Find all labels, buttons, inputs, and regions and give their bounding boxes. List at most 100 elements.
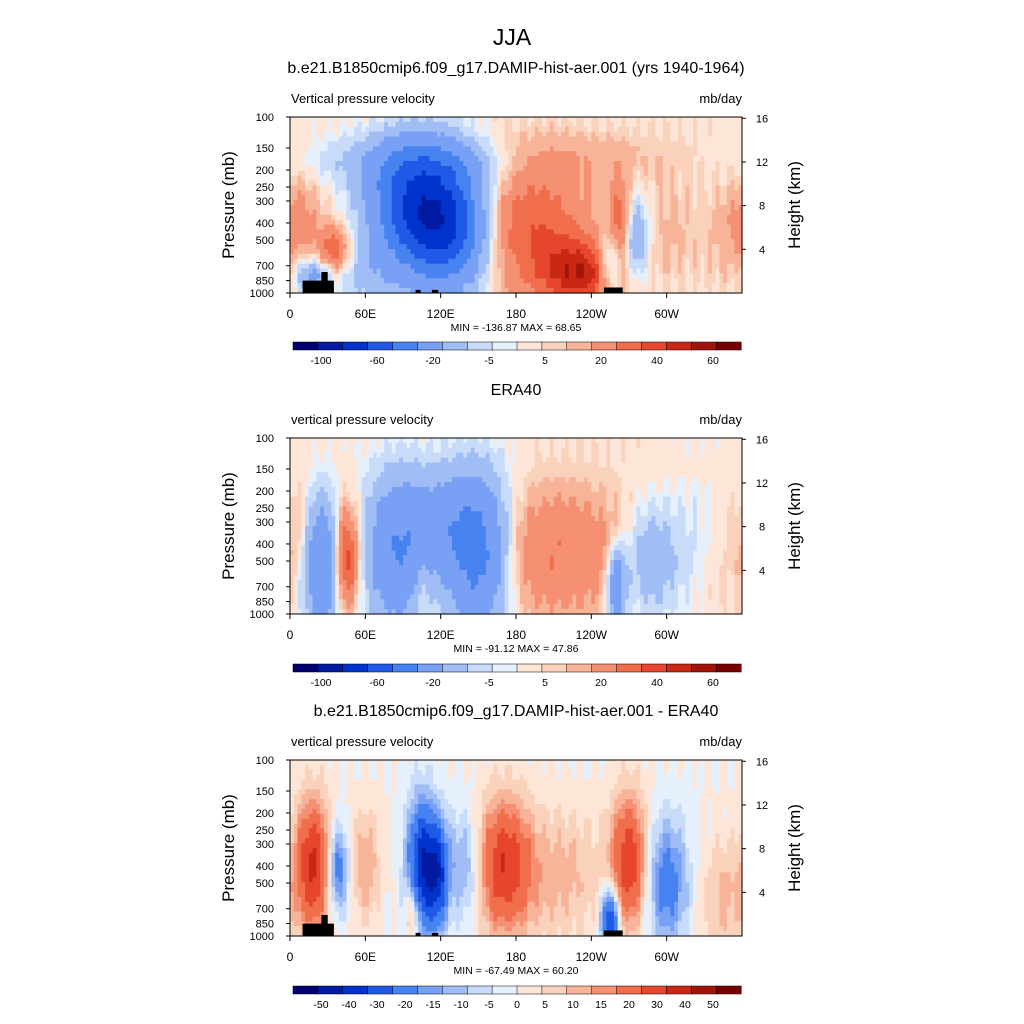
field-cell [606,219,611,226]
field-cell [674,258,679,265]
field-cell [719,146,724,152]
field-cell [700,253,705,260]
field-cell [354,234,359,240]
field-cell [651,131,656,138]
field-cell [320,239,325,245]
field-cell [670,209,675,216]
field-cell [587,244,592,250]
field-cell [429,442,434,449]
field-cell [591,205,596,211]
field-cell [572,452,577,459]
field-cell [644,229,649,235]
field-cell [527,146,532,152]
field-cell [647,214,653,221]
field-cell [715,170,720,177]
field-cell [399,219,404,226]
field-cell [470,209,476,216]
field-cell [580,185,585,191]
field-cell [395,283,400,289]
field-cell [387,141,393,147]
field-cell [568,185,574,191]
field-cell [482,175,487,182]
field-cell [305,447,310,454]
field-cell [425,180,430,187]
field-cell [395,452,400,459]
field-cell [369,452,374,459]
field-cell [655,180,660,187]
field-cell [715,161,720,167]
field-cell [677,214,683,221]
field-cell [708,126,713,133]
field-cell [523,121,528,128]
field-cell [738,146,743,152]
field-cell [459,141,464,147]
field-cell [380,136,385,143]
field-cell [617,151,623,157]
field-cell [561,249,566,255]
field-cell [455,117,461,123]
field-cell [519,457,525,464]
field-cell [467,121,472,128]
field-cell [730,447,736,454]
field-cell [576,249,581,255]
field-cell [531,185,536,191]
field-cell [312,200,317,206]
field-cell [568,224,574,231]
field-cell [576,131,581,138]
field-cell [312,205,317,211]
field-cell [719,195,724,201]
field-cell [512,175,517,182]
field-cell [414,200,419,206]
field-cell [670,234,675,240]
field-cell [399,209,404,216]
field-cell [606,258,611,265]
field-cell [666,442,672,449]
field-cell [629,146,634,152]
field-cell [583,209,589,216]
field-cell [293,141,299,147]
field-cell [293,214,299,221]
field-cell [662,438,668,444]
field-cell [708,447,713,454]
field-cell [320,195,325,201]
field-cell [561,121,566,128]
field-cell [542,283,547,289]
field-cell [387,185,393,191]
field-cell [346,205,351,211]
field-cell [508,457,513,464]
field-cell [335,457,340,464]
field-cell [685,244,690,250]
field-cell [504,253,510,260]
field-cell [485,146,491,152]
field-cell [711,253,717,260]
field-cell [399,258,404,265]
field-cell [640,283,645,289]
field-cell [369,239,374,245]
field-cell [470,258,476,265]
field-cell [602,244,607,250]
field-cell [647,175,653,182]
field-cell [338,180,344,187]
field-cell [625,457,630,464]
field-cell [662,214,668,221]
field-cell [504,209,510,216]
field-cell [689,278,694,284]
field-cell [455,224,461,231]
field-cell [361,195,366,201]
field-cell [704,121,709,128]
field-cell [632,180,638,187]
field-cell [595,170,600,177]
field-cell [711,239,717,245]
field-cell [384,209,389,216]
colorbar-box [616,341,642,351]
field-cell [410,151,415,157]
colorbar-box [317,341,344,351]
field-cell [444,190,449,196]
field-cell [410,117,415,123]
field-cell [730,438,736,444]
field-cell [666,205,672,211]
field-cell [527,258,532,265]
field-cell [387,249,393,255]
field-cell [470,161,476,167]
field-cell [640,278,645,284]
